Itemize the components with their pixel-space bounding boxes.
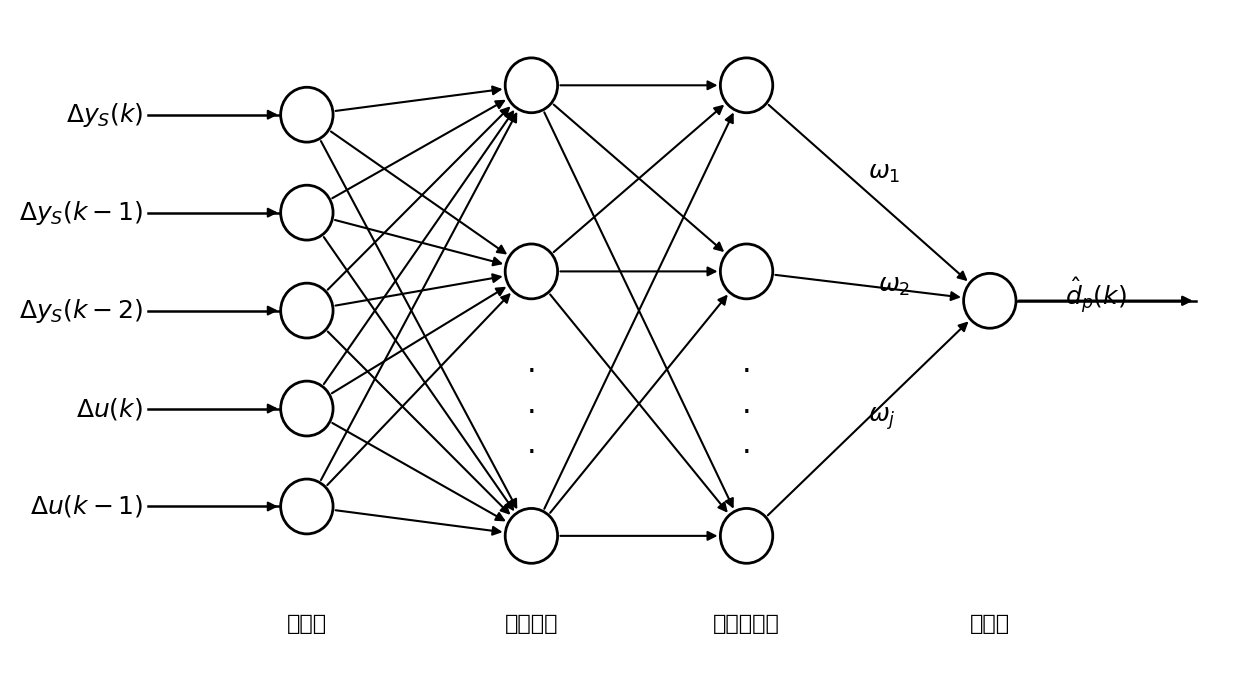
Circle shape [505,58,558,113]
Circle shape [720,58,773,113]
Circle shape [505,508,558,563]
Circle shape [280,479,334,534]
Text: $\Delta u(k)$: $\Delta u(k)$ [77,395,143,422]
Text: 输入层: 输入层 [286,614,327,634]
Circle shape [720,508,773,563]
Text: $\Delta y_S(k-1)$: $\Delta y_S(k-1)$ [19,198,143,227]
Text: 模糊推理层: 模糊推理层 [713,614,780,634]
Text: $\omega_2$: $\omega_2$ [878,274,910,298]
Text: $\hat{d}_p(k)$: $\hat{d}_p(k)$ [1065,276,1126,316]
Circle shape [280,381,334,436]
Circle shape [280,283,334,338]
Text: 模糊化层: 模糊化层 [505,614,558,634]
Text: ·
·
·: · · · [527,358,536,468]
Circle shape [963,274,1016,328]
Text: $\Delta y_S(k)$: $\Delta y_S(k)$ [66,101,143,129]
Circle shape [505,244,558,299]
Text: $\Delta y_S(k-2)$: $\Delta y_S(k-2)$ [19,297,143,324]
Circle shape [280,87,334,142]
Text: 输出层: 输出层 [970,614,1009,634]
Text: $\Delta u(k-1)$: $\Delta u(k-1)$ [30,494,143,519]
Text: $\omega_j$: $\omega_j$ [868,405,897,432]
Circle shape [280,185,334,240]
Text: $\omega_1$: $\omega_1$ [868,161,900,185]
Circle shape [720,244,773,299]
Text: ·
·
·: · · · [742,358,751,468]
